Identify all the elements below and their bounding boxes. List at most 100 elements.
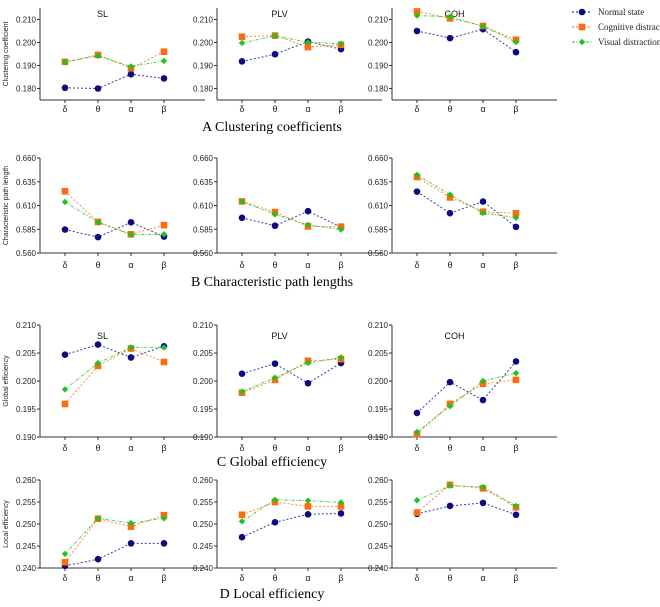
y-tick-label: 0.190 [368, 433, 389, 442]
y-tick-label: 0.585 [16, 225, 37, 234]
data-point-0 [304, 511, 312, 518]
y-tick-label: 0.200 [368, 377, 389, 386]
y-tick-label: 0.660 [193, 154, 214, 163]
data-point-2 [446, 13, 454, 20]
y-tick-label: 0.245 [193, 542, 214, 551]
y-tick-label: 0.260 [16, 476, 37, 485]
y-axis-label: Characteristic path length [3, 166, 10, 245]
data-point-2 [304, 497, 312, 504]
data-point-2 [304, 221, 312, 228]
data-point-0 [271, 360, 279, 367]
data-point-0 [94, 341, 102, 348]
data-point-2 [94, 359, 102, 367]
x-tick-label: β [338, 104, 343, 114]
x-tick-label: α [305, 260, 310, 270]
data-point-0 [127, 70, 135, 78]
data-point-2 [304, 39, 312, 46]
series-line-2 [416, 15, 517, 43]
plot-D-2: 0.240 0.245 0.250 0.255 0.260 δ θ α β [368, 476, 557, 583]
plot-title: SL [97, 331, 108, 341]
plot-title: COH [445, 9, 465, 19]
legend-item: Visual distraction [572, 37, 660, 47]
x-tick-label: α [480, 573, 485, 583]
data-point-1 [512, 376, 520, 384]
plot-title: SL [97, 9, 108, 19]
data-point-0 [127, 219, 135, 226]
y-tick-label: 0.245 [368, 542, 389, 551]
y-tick-label: 0.200 [368, 39, 389, 48]
data-point-2 [127, 63, 135, 70]
series-line-2 [64, 201, 165, 236]
x-tick-label: β [161, 260, 166, 270]
data-point-0 [479, 396, 487, 404]
x-tick-label: δ [239, 573, 244, 583]
x-tick-label: β [338, 260, 343, 270]
x-tick-label: δ [414, 260, 419, 270]
data-point-0 [127, 540, 135, 547]
data-point-1 [238, 33, 246, 41]
y-tick-label: 0.255 [368, 498, 389, 507]
legend-label: Cognitive distraction [598, 22, 660, 32]
series-line-1 [64, 51, 165, 69]
y-tick-label: 0.210 [368, 16, 389, 25]
series-line-1 [416, 176, 517, 214]
series-line-2 [416, 485, 517, 507]
data-point-0 [413, 409, 421, 417]
data-point-0 [160, 75, 168, 82]
legend-item: Normal state [572, 7, 644, 17]
data-point-0 [271, 518, 279, 526]
data-point-0 [446, 209, 454, 217]
data-point-0 [271, 222, 279, 230]
y-tick-label: 0.260 [193, 476, 214, 485]
x-tick-label: δ [62, 443, 67, 453]
y-axis-label: Local efficiency [3, 500, 10, 548]
series-line-1 [64, 190, 165, 235]
series-line-0 [416, 502, 517, 516]
data-point-2 [94, 219, 102, 226]
y-tick-label: 0.195 [16, 405, 37, 414]
y-tick-label: 0.190 [16, 433, 37, 442]
data-point-2 [413, 12, 421, 19]
data-point-0 [337, 510, 345, 517]
series-line-1 [64, 347, 165, 405]
data-point-2 [238, 198, 246, 205]
x-tick-label: α [305, 104, 310, 114]
data-point-2 [160, 231, 168, 238]
x-tick-label: β [161, 573, 166, 583]
data-point-2 [446, 482, 454, 489]
panel-title: A Clustering coefficients [202, 120, 342, 135]
x-tick-label: θ [95, 104, 100, 114]
y-tick-label: 0.205 [193, 349, 214, 358]
data-point-1 [413, 8, 421, 15]
y-tick-label: 0.635 [368, 178, 389, 187]
series-line-2 [241, 35, 342, 45]
legend-diamond-icon [578, 38, 586, 46]
y-tick-label: 0.180 [193, 85, 214, 94]
plot-C-2: 0.190 0.195 0.200 0.205 0.210 δ θ α β COH [368, 321, 557, 453]
data-point-0 [512, 223, 520, 231]
x-tick-label: β [513, 260, 518, 270]
data-point-0 [479, 499, 487, 507]
data-point-2 [160, 515, 168, 522]
y-tick-label: 0.240 [16, 564, 37, 573]
plot-A-2: 0.180 0.190 0.200 0.210 δ θ α β COH [368, 8, 557, 114]
x-tick-label: α [480, 260, 485, 270]
series-line-0 [241, 210, 342, 228]
series-line-0 [64, 73, 165, 90]
data-point-2 [94, 515, 102, 522]
y-tick-label: 0.210 [16, 16, 37, 25]
x-tick-label: θ [447, 573, 452, 583]
data-point-0 [238, 58, 246, 65]
y-tick-label: 0.200 [16, 39, 37, 48]
series-line-1 [416, 484, 517, 513]
series-line-0 [416, 28, 517, 53]
x-tick-label: θ [272, 260, 277, 270]
y-tick-label: 0.210 [368, 321, 389, 330]
data-point-2 [127, 231, 135, 238]
data-point-1 [304, 43, 312, 51]
series-line-1 [64, 514, 165, 563]
data-point-0 [238, 370, 246, 378]
y-tick-label: 0.610 [193, 202, 214, 211]
y-tick-label: 0.255 [16, 498, 37, 507]
